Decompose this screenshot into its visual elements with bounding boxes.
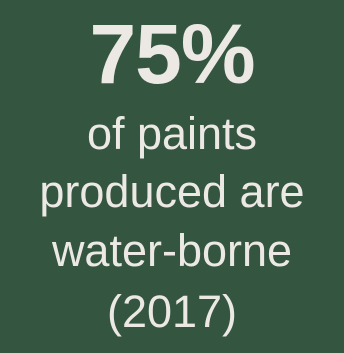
stat-caption-line-4: (2017) [106, 286, 238, 337]
stat-caption-line-1: of paints [86, 108, 258, 159]
stat-caption-line-2: produced are [39, 166, 305, 217]
stat-value: 75% [89, 7, 255, 101]
stat-caption-line-3: water-borne [51, 225, 293, 276]
